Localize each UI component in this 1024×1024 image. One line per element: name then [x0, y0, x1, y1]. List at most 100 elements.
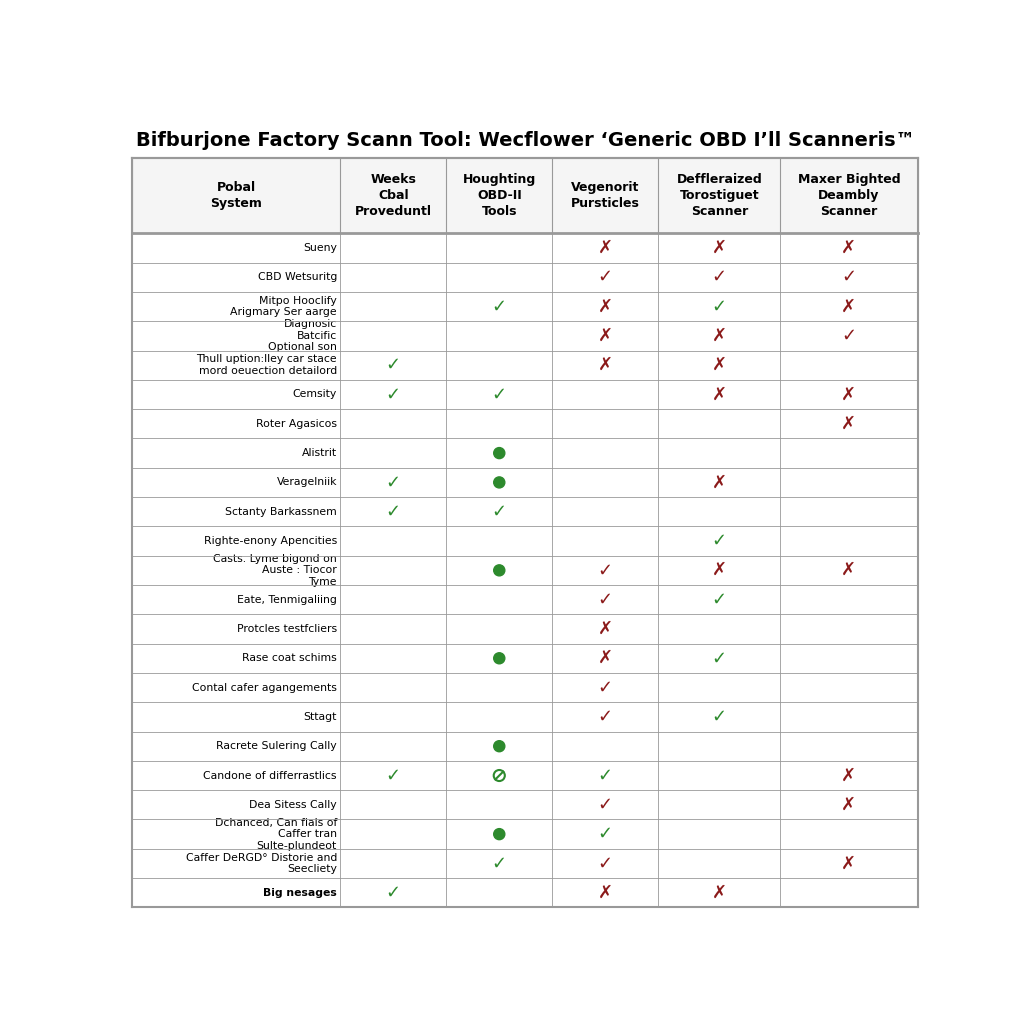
Text: Dchanced, Can fials of
Caffer tran
Sulte-plundeot: Dchanced, Can fials of Caffer tran Sulte…	[215, 817, 337, 851]
Text: ✗: ✗	[842, 385, 856, 403]
Text: Pobal
System: Pobal System	[210, 181, 262, 210]
Text: Mitpo Hooclify
Arigmary Ser aarge: Mitpo Hooclify Arigmary Ser aarge	[230, 296, 337, 317]
Text: ✗: ✗	[598, 649, 613, 668]
Text: ✓: ✓	[386, 473, 400, 492]
Text: ✓: ✓	[712, 298, 727, 315]
Text: ✓: ✓	[842, 327, 856, 345]
Text: ✗: ✗	[712, 561, 727, 580]
Text: Racrete Sulering Cally: Racrete Sulering Cally	[216, 741, 337, 752]
Text: ✗: ✗	[712, 356, 727, 374]
Text: Bifburjone Factory Scann Tool: Wecflower ‘Generic OBD I’ll Scanneris™: Bifburjone Factory Scann Tool: Wecflower…	[136, 131, 915, 150]
Text: Sueny: Sueny	[303, 243, 337, 253]
Text: ✓: ✓	[386, 767, 400, 784]
Text: ✓: ✓	[492, 298, 507, 315]
Text: ✓: ✓	[712, 591, 727, 608]
Text: Casts. Lyme bigond on
Auste : Tiocor
Tyme: Casts. Lyme bigond on Auste : Tiocor Tym…	[213, 554, 337, 587]
Text: ✓: ✓	[598, 825, 613, 843]
Text: ✓: ✓	[492, 385, 507, 403]
Text: ✗: ✗	[842, 767, 856, 784]
Text: Contal cafer agangements: Contal cafer agangements	[193, 683, 337, 692]
Text: ✗: ✗	[842, 298, 856, 315]
Text: Veragelniik: Veragelniik	[276, 477, 337, 487]
Bar	[132, 673, 918, 702]
Text: Thull uption:lley car stace
mord oeuection detailord: Thull uption:lley car stace mord oeuecti…	[197, 354, 337, 376]
Text: Diagnosic
Batcific
Optional son: Diagnosic Batcific Optional son	[268, 319, 337, 352]
Text: ✗: ✗	[842, 561, 856, 580]
Text: ✗: ✗	[598, 620, 613, 638]
Text: Sttagt: Sttagt	[304, 712, 337, 722]
Text: ✗: ✗	[598, 239, 613, 257]
Text: ✗: ✗	[842, 415, 856, 433]
Text: Roter Agasicos: Roter Agasicos	[256, 419, 337, 429]
Text: Deffleraized
Torostiguet
Scanner: Deffleraized Torostiguet Scanner	[677, 173, 762, 218]
Text: Houghting
OBD-II
Tools: Houghting OBD-II Tools	[463, 173, 536, 218]
Circle shape	[494, 447, 505, 459]
Bar	[132, 556, 918, 585]
Bar	[132, 497, 918, 526]
Circle shape	[494, 477, 505, 487]
Bar	[132, 819, 918, 849]
Text: Alistrit: Alistrit	[302, 449, 337, 458]
Circle shape	[494, 652, 505, 664]
Bar	[132, 731, 918, 761]
Bar	[132, 761, 918, 791]
Bar	[132, 879, 918, 907]
Text: ✗: ✗	[712, 473, 727, 492]
Bar	[132, 380, 918, 410]
Text: CBD Wetsuritg: CBD Wetsuritg	[258, 272, 337, 283]
Bar	[132, 468, 918, 497]
Text: ✓: ✓	[598, 767, 613, 784]
Text: Vegenorit
Pursticles: Vegenorit Pursticles	[571, 181, 640, 210]
Text: ✓: ✓	[712, 649, 727, 668]
Text: ✗: ✗	[712, 327, 727, 345]
Bar	[132, 526, 918, 556]
Bar	[132, 292, 918, 322]
Text: Sctanty Barkassnem: Sctanty Barkassnem	[225, 507, 337, 517]
Bar	[132, 262, 918, 292]
Text: ✓: ✓	[598, 268, 613, 287]
Bar	[132, 410, 918, 438]
Bar	[132, 159, 918, 233]
Text: ✓: ✓	[598, 796, 613, 814]
Text: ✓: ✓	[598, 708, 613, 726]
Text: Righte-enony Apencities: Righte-enony Apencities	[204, 536, 337, 546]
Bar	[132, 350, 918, 380]
Bar	[132, 644, 918, 673]
Text: ✓: ✓	[712, 532, 727, 550]
Text: Big nesages: Big nesages	[263, 888, 337, 898]
Text: ✗: ✗	[712, 884, 727, 902]
Text: ✓: ✓	[598, 854, 613, 872]
Bar	[132, 614, 918, 644]
Circle shape	[494, 565, 505, 575]
Text: ✗: ✗	[598, 884, 613, 902]
Text: ✗: ✗	[842, 239, 856, 257]
Text: Weeks
Cbal
Proveduntl: Weeks Cbal Proveduntl	[354, 173, 432, 218]
Bar	[132, 585, 918, 614]
Text: ✗: ✗	[712, 239, 727, 257]
Text: ✓: ✓	[598, 561, 613, 580]
Text: Rase coat schims: Rase coat schims	[243, 653, 337, 664]
Circle shape	[494, 740, 505, 752]
Bar	[132, 849, 918, 879]
Text: ✗: ✗	[598, 356, 613, 374]
Text: ✓: ✓	[492, 854, 507, 872]
Bar	[132, 233, 918, 262]
Text: Candone of differrastlics: Candone of differrastlics	[204, 770, 337, 780]
Text: Eate, Tenmigaliing: Eate, Tenmigaliing	[238, 595, 337, 604]
Bar	[132, 702, 918, 731]
Bar	[132, 438, 918, 468]
Text: Dea Sitess Cally: Dea Sitess Cally	[250, 800, 337, 810]
Text: Caffer DeRGD° Distorie and
Seecliety: Caffer DeRGD° Distorie and Seecliety	[185, 853, 337, 874]
Bar	[132, 791, 918, 819]
Text: ✓: ✓	[492, 503, 507, 521]
Text: Maxer Bighted
Deambly
Scanner: Maxer Bighted Deambly Scanner	[798, 173, 900, 218]
Text: ✓: ✓	[386, 356, 400, 374]
Text: ✓: ✓	[598, 591, 613, 608]
Text: ✓: ✓	[386, 503, 400, 521]
Text: ✓: ✓	[842, 268, 856, 287]
Text: ✓: ✓	[598, 679, 613, 696]
Text: Protcles testfcliers: Protcles testfcliers	[237, 624, 337, 634]
Bar	[132, 322, 918, 350]
Circle shape	[494, 828, 505, 840]
Text: ✗: ✗	[598, 298, 613, 315]
